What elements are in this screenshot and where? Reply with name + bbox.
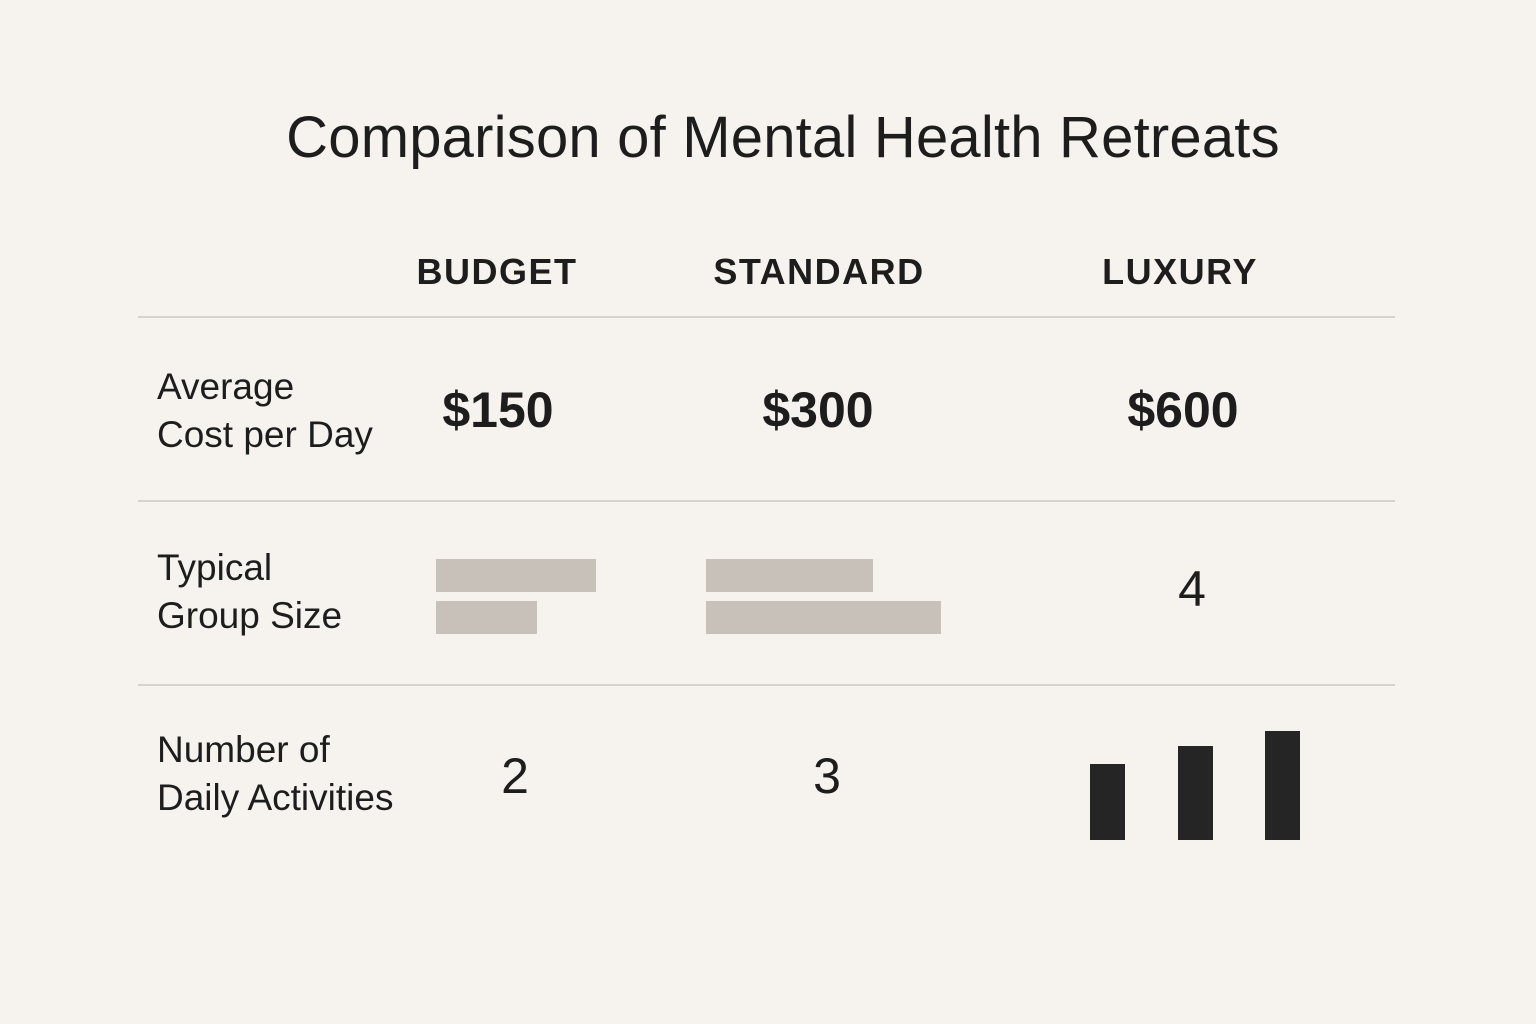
activity-bar — [1178, 746, 1213, 840]
column-header-budget: BUDGET — [416, 251, 578, 292]
chart-title: Comparison of Mental Health Retreats — [286, 105, 1280, 170]
value-budget-cost: $150 — [442, 382, 554, 438]
row-divider — [138, 684, 1395, 686]
row-label-line: Number of — [157, 729, 330, 770]
row-label-line: Daily Activities — [157, 777, 394, 818]
column-header-standard: STANDARD — [713, 251, 925, 292]
row-label-average-cost: Average Cost per Day — [157, 363, 373, 459]
activity-bar — [1090, 764, 1125, 840]
row-label-line: Average — [157, 366, 295, 407]
row-label-line: Cost per Day — [157, 414, 373, 455]
header-divider — [138, 316, 1395, 318]
column-header-luxury: LUXURY — [1102, 251, 1258, 292]
row-label-daily-activities: Number of Daily Activities — [157, 726, 393, 822]
value-standard-activities: 3 — [813, 748, 841, 804]
activity-bar — [1265, 731, 1300, 840]
value-luxury-group-size: 4 — [1178, 561, 1206, 617]
group-size-bar — [706, 601, 941, 634]
value-budget-activities: 2 — [501, 748, 529, 804]
group-size-bar — [706, 559, 873, 592]
value-luxury-cost: $600 — [1127, 382, 1239, 438]
group-size-bar — [436, 559, 596, 592]
group-size-bar — [436, 601, 537, 634]
row-label-line: Typical — [157, 547, 273, 588]
row-label-line: Group Size — [157, 595, 343, 636]
row-divider — [138, 500, 1395, 502]
row-label-group-size: Typical Group Size — [157, 544, 342, 640]
value-standard-cost: $300 — [762, 382, 874, 438]
